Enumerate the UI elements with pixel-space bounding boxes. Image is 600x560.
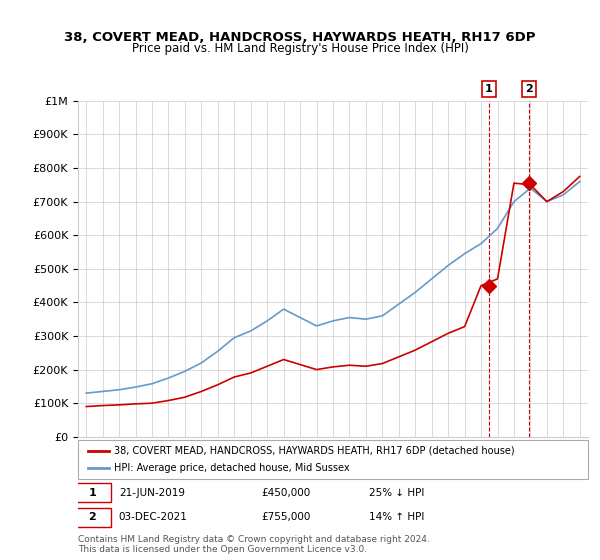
Text: 03-DEC-2021: 03-DEC-2021 — [119, 512, 188, 522]
Text: 1: 1 — [88, 488, 96, 498]
Text: 38, COVERT MEAD, HANDCROSS, HAYWARDS HEATH, RH17 6DP: 38, COVERT MEAD, HANDCROSS, HAYWARDS HEA… — [64, 31, 536, 44]
Text: 21-JUN-2019: 21-JUN-2019 — [119, 488, 185, 498]
Text: 38, COVERT MEAD, HANDCROSS, HAYWARDS HEATH, RH17 6DP (detached house): 38, COVERT MEAD, HANDCROSS, HAYWARDS HEA… — [114, 446, 514, 456]
Text: 1: 1 — [485, 84, 493, 94]
Text: Contains HM Land Registry data © Crown copyright and database right 2024.
This d: Contains HM Land Registry data © Crown c… — [78, 535, 430, 554]
Text: £755,000: £755,000 — [262, 512, 311, 522]
Text: HPI: Average price, detached house, Mid Sussex: HPI: Average price, detached house, Mid … — [114, 463, 349, 473]
Text: 14% ↑ HPI: 14% ↑ HPI — [368, 512, 424, 522]
FancyBboxPatch shape — [73, 483, 111, 502]
Text: 2: 2 — [88, 512, 96, 522]
Text: Price paid vs. HM Land Registry's House Price Index (HPI): Price paid vs. HM Land Registry's House … — [131, 42, 469, 55]
FancyBboxPatch shape — [73, 508, 111, 526]
Text: 25% ↓ HPI: 25% ↓ HPI — [368, 488, 424, 498]
Text: 2: 2 — [525, 84, 533, 94]
FancyBboxPatch shape — [78, 440, 588, 479]
Text: £450,000: £450,000 — [262, 488, 311, 498]
